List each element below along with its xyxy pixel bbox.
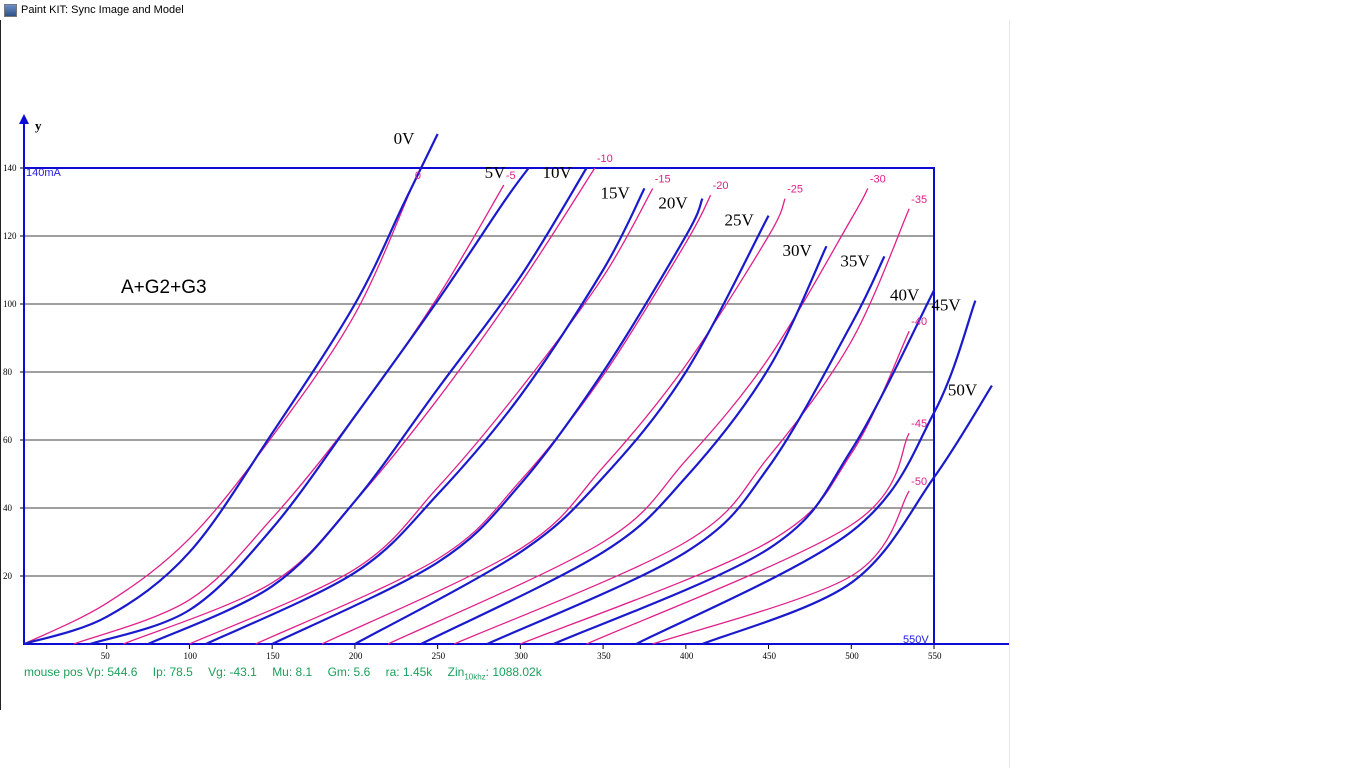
readout-zin-value: : 1088.02k (485, 665, 542, 679)
model-curve-0 (23, 184, 414, 645)
readout-zin-prefix: Zin (447, 665, 465, 679)
image-curve-15v (205, 187, 646, 645)
x-tick-label-550: 550 (928, 651, 942, 661)
model-curve-30 (387, 188, 869, 645)
y-tick-label-100: 100 (3, 299, 17, 309)
window-left-border (0, 20, 1, 710)
readout-vp: mouse pos Vp: 544.6 (24, 665, 138, 679)
x-tick-label-400: 400 (680, 651, 694, 661)
image-curve-label-5v: 5V (485, 163, 507, 182)
readout-ip: Ip: 78.5 (152, 665, 193, 679)
image-curve-30v (420, 245, 828, 645)
curve-labels: 0 -5 -10 -15 -20 -25 -30 -35 -40 -45 -50 0V 5V 10V 15V… (394, 129, 978, 488)
model-curve-10 (123, 167, 596, 645)
model-curve-50 (652, 490, 910, 645)
title-bar[interactable]: Paint KIT: Sync Image and Model (0, 0, 1010, 20)
x-tick-label-250: 250 (432, 651, 446, 661)
y-tick-label-20: 20 (3, 571, 13, 581)
image-curve-50v (701, 385, 993, 646)
model-curve-35 (453, 208, 910, 645)
canvas-right-border (1009, 20, 1010, 768)
axes: 20 40 60 80 100 120 140 50 100 150 200 250 300 350 400… (3, 114, 1009, 661)
image-curve-label-10v: 10V (543, 163, 573, 182)
image-curve-label-0v: 0V (394, 129, 416, 148)
model-curve-15 (189, 188, 654, 645)
x-tick-label-350: 350 (597, 651, 611, 661)
model-curve-label-35: -35 (911, 194, 927, 206)
readout-ra: ra: 1.45k (385, 665, 433, 679)
java-app-icon (4, 3, 17, 17)
image-curve-25v (354, 215, 770, 645)
x-tick-label-50: 50 (101, 651, 111, 661)
model-curve-label-15: -15 (655, 173, 671, 185)
model-curve-label-5: -5 (506, 170, 516, 182)
image-curve-label-50v: 50V (948, 381, 978, 400)
model-curve-5 (73, 184, 505, 645)
image-curve-35v (486, 255, 886, 645)
image-curve-20v (271, 198, 704, 645)
image-curve-label-15v: 15V (600, 183, 630, 202)
model-curve-40 (520, 330, 910, 645)
x-tick-label-100: 100 (183, 651, 197, 661)
image-curve-label-25v: 25V (725, 211, 755, 230)
readout-vg: Vg: -43.1 (208, 665, 257, 679)
readout-gm: Gm: 5.6 (327, 665, 371, 679)
model-curve-label-30: -30 (870, 173, 886, 185)
y-axis-arrow (19, 114, 29, 124)
model-curves (23, 167, 910, 645)
model-curve-label-40: -40 (911, 316, 927, 328)
current-limit-label: 140mA (26, 167, 62, 179)
image-curve-label-30v: 30V (782, 241, 812, 260)
model-curve-45 (586, 432, 910, 645)
annotation-label: A+G2+G3 (121, 277, 207, 298)
x-tick-label-450: 450 (763, 651, 777, 661)
x-tick-label-500: 500 (845, 651, 859, 661)
image-curve-0v (23, 133, 439, 646)
x-tick-label-200: 200 (349, 651, 363, 661)
model-curve-label-10: -10 (597, 153, 613, 165)
voltage-limit-label: 550V (903, 634, 929, 646)
model-curve-25 (321, 198, 786, 645)
y-axis-title: y (35, 118, 42, 133)
image-curve-label-20v: 20V (658, 194, 688, 213)
window-title: Paint KIT: Sync Image and Model (21, 4, 184, 16)
image-curve-10v (147, 167, 588, 645)
readout-mu: Mu: 8.1 (272, 665, 313, 679)
mouse-position-readout: mouse pos Vp: 544.6 Ip: 78.5 Vg: -43.1 M… (24, 665, 554, 681)
model-curve-label-0: 0 (415, 170, 421, 182)
y-tick-label-120: 120 (3, 231, 17, 241)
image-curve-label-40v: 40V (890, 285, 920, 304)
image-curves (23, 133, 993, 646)
model-curve-label-45: -45 (911, 418, 927, 430)
readout-zin: Zin10khz: 1088.02k (447, 665, 542, 682)
y-tick-label-80: 80 (3, 367, 13, 377)
model-curve-label-20: -20 (713, 180, 729, 192)
x-tick-label-300: 300 (514, 651, 528, 661)
image-curve-45v (635, 300, 977, 645)
image-curve-40v (553, 289, 935, 646)
image-curve-label-35v: 35V (840, 251, 870, 270)
y-tick-label-60: 60 (3, 435, 13, 445)
image-curve-5v (89, 167, 530, 646)
readout-zin-sub: 10khz (464, 672, 486, 682)
model-curve-label-25: -25 (787, 184, 803, 196)
model-curve-label-50: -50 (911, 476, 927, 488)
y-tick-label-140: 140 (3, 163, 17, 173)
x-tick-label-150: 150 (266, 651, 280, 661)
image-curve-label-45v: 45V (931, 296, 961, 315)
y-tick-label-40: 40 (3, 503, 13, 513)
